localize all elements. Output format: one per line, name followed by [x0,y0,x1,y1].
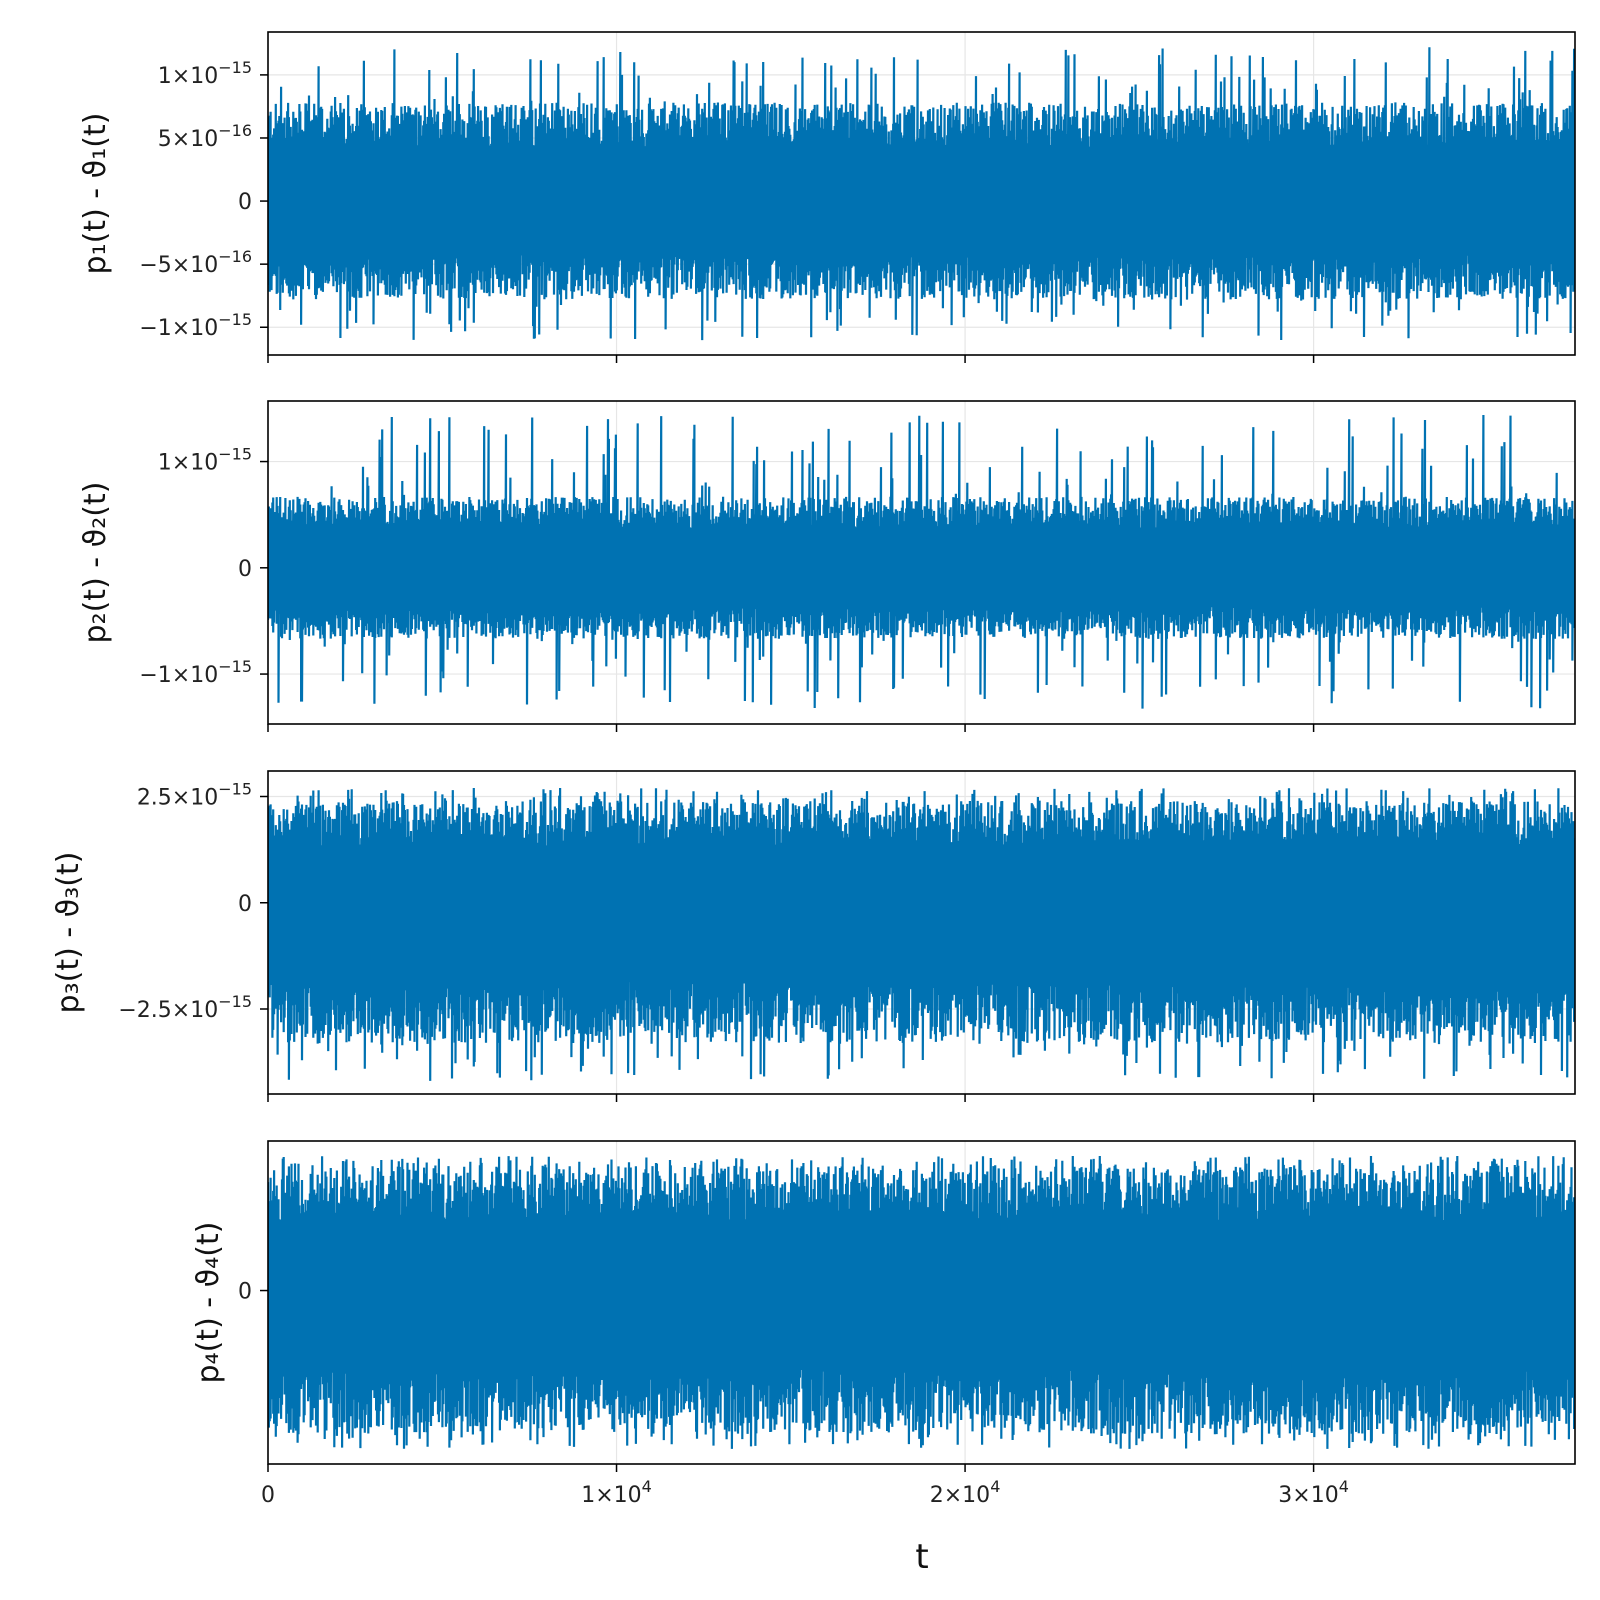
y-tick-label: −5×10−16 [139,247,252,278]
y-tick-label: −1×10−15 [139,657,252,688]
panel-frame [267,400,1576,725]
panel-frame [267,1140,1576,1465]
x-tick-label: 0 [261,1483,275,1508]
series-line [268,47,1575,341]
y-axis-label: p₄(t) - ϑ₄(t) [191,1222,226,1384]
y-tick-label: 1×10−15 [158,58,252,89]
panel-2: 1×10−15 0 −1×10−15 p₂(t) - ϑ₂(t) [78,400,1576,732]
y-tick-label: 0 [238,1280,252,1305]
panel-4: 0 p₄(t) - ϑ₄(t) [191,1140,1576,1472]
x-axis-label: t [915,1537,928,1577]
series-line [268,787,1575,1081]
y-tick-label: 5×10−16 [158,121,252,152]
x-tick-label: 3×104 [1278,1477,1349,1508]
x-tick-label: 2×104 [930,1477,1001,1508]
series-line [268,414,1575,709]
shared-x-axis: 0 1×104 2×104 3×104 [261,1477,1349,1508]
y-tick-label: 0 [238,892,252,917]
y-axis-label: p₃(t) - ϑ₃(t) [51,852,86,1014]
y-tick-label: 2.5×10−15 [137,780,252,811]
y-axis-label: p₂(t) - ϑ₂(t) [78,482,113,644]
x-tick-label: 1×104 [581,1477,652,1508]
panel-1: 1×10−15 5×10−16 0 −5×10−16 −1×10−15 p₁(t) - ϑ… [78,31,1576,363]
y-axis-label: p₁(t) - ϑ₁(t) [78,113,113,275]
y-tick-label: 0 [238,190,252,215]
panel-frame [267,31,1576,356]
panels-group: 1×10−15 5×10−16 0 −5×10−16 −1×10−15 p₁(t) - ϑ… [51,31,1576,1472]
y-tick-label: −2.5×10−15 [118,992,252,1023]
y-tick-label: −1×10−15 [139,310,252,341]
series-line [268,1155,1575,1449]
panel-frame [267,770,1576,1095]
y-tick-label: 0 [238,557,252,582]
y-tick-label: 1×10−15 [158,445,252,476]
panel-3: 2.5×10−15 0 −2.5×10−15 p₃(t) - ϑ₃(t) [51,770,1576,1102]
